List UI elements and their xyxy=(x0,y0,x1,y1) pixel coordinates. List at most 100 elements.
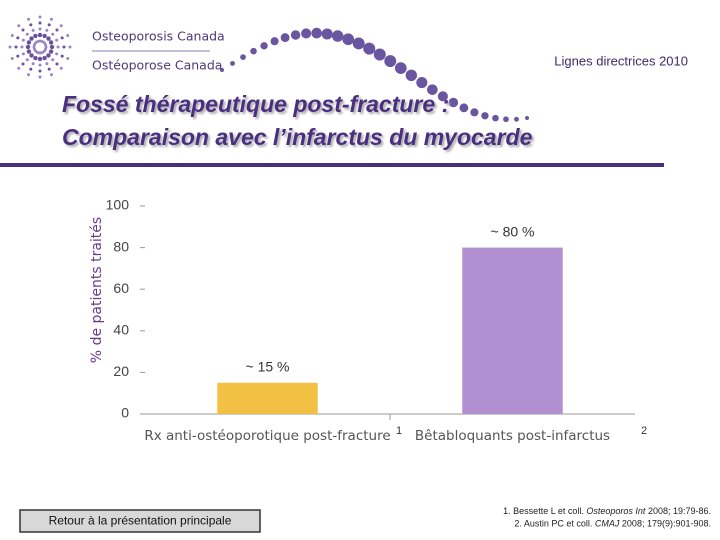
logo-dot xyxy=(29,67,33,71)
logo-dot xyxy=(10,56,14,60)
logo-dot xyxy=(38,51,42,55)
back-button-label[interactable]: Retour à la présentation principale xyxy=(49,514,232,528)
decoration xyxy=(8,15,529,123)
logo-en: Osteoporosis Canada xyxy=(92,29,225,44)
arc-dot xyxy=(331,30,344,42)
logo-dot xyxy=(32,45,36,49)
reference-part: 2008; 19:79-86. xyxy=(645,506,711,516)
logo-dot xyxy=(33,33,38,39)
logo-dot xyxy=(21,28,25,32)
logo-dot xyxy=(25,44,31,50)
logo-dot xyxy=(42,33,47,39)
logo-dot xyxy=(8,45,12,49)
logo-dot xyxy=(44,45,48,49)
bar xyxy=(462,247,563,414)
logo-dot xyxy=(60,36,64,40)
x-tick-label: Rx anti-ostéoporotique post-fracture xyxy=(144,428,390,444)
arc-dot xyxy=(492,114,499,122)
logo-dot xyxy=(25,32,29,36)
logo-dot xyxy=(68,45,72,49)
guideline-tag: Lignes directrices 2010 xyxy=(554,53,688,68)
x-tick-label: Bêtabloquants post-infarctus xyxy=(415,428,610,444)
logo-dot xyxy=(17,66,21,70)
logo-dot xyxy=(49,73,53,77)
arc-dot xyxy=(394,62,407,74)
arc-dot xyxy=(321,28,333,40)
logo-dot xyxy=(16,36,20,40)
logo-dot xyxy=(59,66,63,70)
references: 1. Bessette L et coll. Osteoporos Int 20… xyxy=(503,506,711,529)
logo-dot xyxy=(21,62,25,66)
arc-dot xyxy=(290,30,301,40)
arc-dot xyxy=(220,68,224,72)
y-tick-label: 80 xyxy=(113,238,129,254)
arc-dot xyxy=(525,116,529,121)
arc-dot xyxy=(270,37,279,46)
logo-dot xyxy=(47,67,51,71)
logo-dot xyxy=(33,55,38,61)
logo-dot xyxy=(47,23,51,27)
logo-dot xyxy=(62,45,66,49)
logo-dot xyxy=(29,36,34,41)
arc-dot xyxy=(373,48,386,61)
logo-dot xyxy=(51,32,55,36)
logo-dot xyxy=(60,54,64,58)
logo-dot xyxy=(32,47,36,51)
logo-dot xyxy=(31,62,35,66)
logo-dot xyxy=(10,34,14,38)
arc-dot xyxy=(250,47,257,55)
arc-dot xyxy=(384,55,397,68)
arc-dot xyxy=(342,33,355,46)
y-tick-label: 40 xyxy=(113,322,129,338)
logo-dot xyxy=(38,27,42,31)
logo-dot xyxy=(37,56,43,62)
y-tick-label: 20 xyxy=(113,363,129,379)
logo-dot xyxy=(55,62,59,66)
logo-dot xyxy=(56,45,60,49)
logo-dot xyxy=(40,51,44,55)
reference-part: 2. Austin PC et coll. xyxy=(514,519,595,529)
reference-part: 1. Bessette L et coll. xyxy=(503,506,586,516)
logo-dot xyxy=(66,34,70,38)
arc-dot xyxy=(240,54,246,60)
arc-dot xyxy=(470,108,479,117)
logo-dot xyxy=(14,45,18,49)
y-tick-label: 0 xyxy=(121,405,129,421)
bar xyxy=(217,382,318,414)
logo-dot xyxy=(48,49,54,54)
arc-dot xyxy=(363,42,376,55)
reference-part: 2008; 179(9):901-908. xyxy=(619,519,711,529)
arc-dot xyxy=(230,61,235,66)
logo-dot xyxy=(26,49,32,54)
arc-dot xyxy=(311,27,322,39)
logo-dot xyxy=(26,40,32,45)
value-label: ~ 80 % xyxy=(491,223,535,239)
y-tick-label: 100 xyxy=(106,197,130,213)
logo-dot xyxy=(45,28,49,32)
logo-dot xyxy=(36,39,40,43)
title-line: Fossé thérapeutique post-fracture : xyxy=(62,91,449,117)
arc-dot xyxy=(416,77,428,89)
back-button[interactable] xyxy=(19,509,261,533)
logo-dot xyxy=(17,24,21,28)
logo-dot xyxy=(48,40,54,45)
logo-dot xyxy=(21,38,25,42)
logo-dot xyxy=(37,32,43,38)
logo-dot xyxy=(31,28,35,32)
logo-dot xyxy=(49,17,53,21)
reference: 2. Austin PC et coll. CMAJ 2008; 179(9):… xyxy=(514,519,711,529)
arc-dot xyxy=(260,42,268,50)
y-tick-label: 60 xyxy=(113,280,129,296)
logo-dot xyxy=(38,63,42,67)
value-label: ~ 15 % xyxy=(246,359,290,375)
logo-dot xyxy=(42,55,47,61)
logo-dot xyxy=(25,58,29,62)
arc-dot xyxy=(481,112,489,120)
category-note: 2 xyxy=(641,425,647,437)
arc-dot xyxy=(427,84,438,95)
reference: 1. Bessette L et coll. Osteoporos Int 20… xyxy=(503,506,711,516)
logo-dot xyxy=(27,73,31,77)
logo-dot xyxy=(46,53,51,58)
arc-dot xyxy=(459,103,469,113)
